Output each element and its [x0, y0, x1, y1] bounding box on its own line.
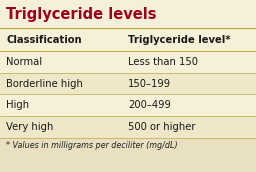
Text: High: High — [6, 100, 29, 110]
Bar — [0, 28, 256, 51]
Text: Classification: Classification — [6, 35, 82, 45]
Text: 150–199: 150–199 — [128, 79, 171, 89]
Bar — [0, 94, 256, 116]
Text: Normal: Normal — [6, 57, 42, 67]
Bar — [0, 154, 256, 172]
Text: Borderline high: Borderline high — [6, 79, 83, 89]
Text: Less than 150: Less than 150 — [128, 57, 198, 67]
Bar — [0, 138, 256, 154]
Text: * Values in milligrams per deciliter (mg/dL): * Values in milligrams per deciliter (mg… — [6, 141, 178, 150]
Text: 500 or higher: 500 or higher — [128, 122, 196, 132]
Text: Very high: Very high — [6, 122, 54, 132]
Text: Triglyceride level*: Triglyceride level* — [128, 35, 231, 45]
Bar — [0, 51, 256, 73]
Text: Triglyceride levels: Triglyceride levels — [6, 7, 157, 22]
Bar — [0, 116, 256, 138]
Text: 200–499: 200–499 — [128, 100, 171, 110]
Bar — [0, 73, 256, 94]
Bar — [0, 0, 256, 28]
